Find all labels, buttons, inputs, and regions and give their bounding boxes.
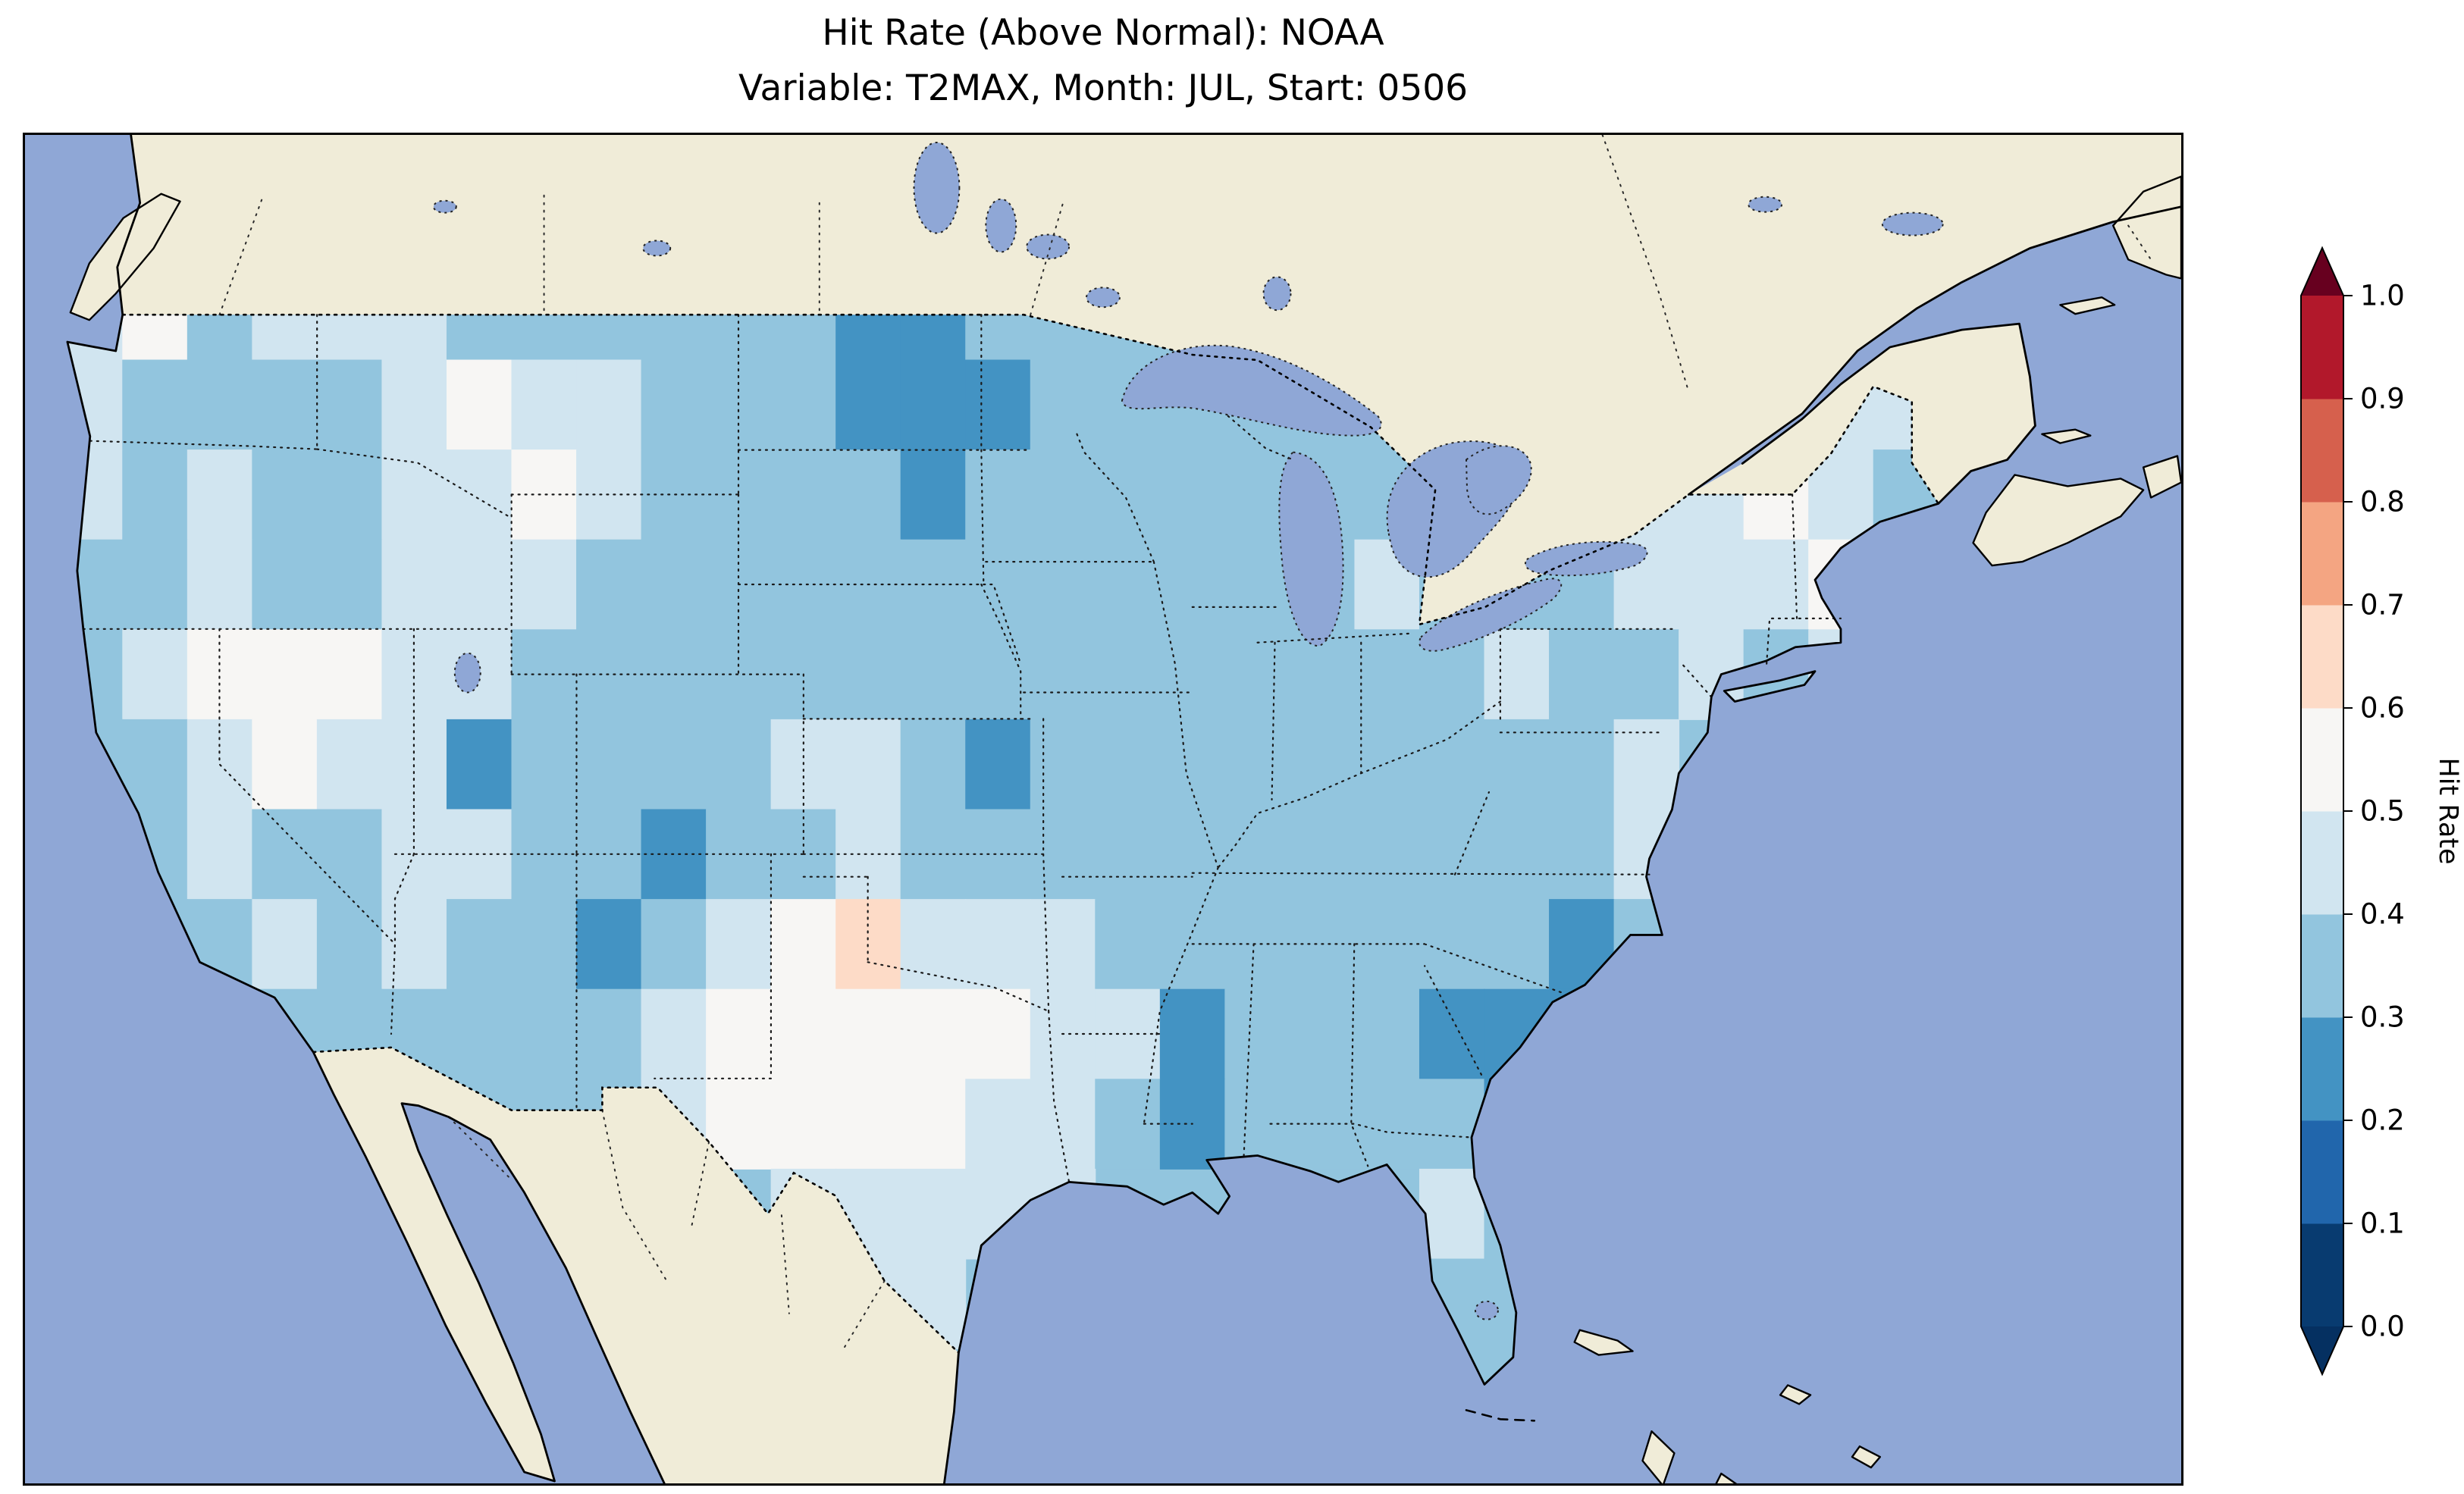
lake-okeechobee [1474,1300,1499,1320]
great-lakes [432,141,1944,1320]
lake-michigan [1278,451,1344,647]
colorbar-bands [2301,296,2343,1327]
svg-text:0.2: 0.2 [2360,1104,2405,1137]
svg-text:1.0: 1.0 [2360,280,2405,312]
svg-text:0.1: 0.1 [2360,1207,2405,1240]
svg-text:0.8: 0.8 [2360,486,2405,518]
chart-title: Hit Rate (Above Normal): NOAA [822,12,1384,54]
prince-edward-island [2041,428,2092,444]
florida-keys-dashes [1465,1409,1536,1422]
anticosti-island [2059,296,2116,315]
bahamas-islands [1573,1329,1882,1483]
colorbar-svg: 0.0 0.1 0.2 0.3 0.4 0.5 0.6 0.7 0.8 0.9 1.0 Hit Ra… [2300,246,2463,1377]
svg-text:0.6: 0.6 [2360,692,2405,725]
great-salt-lake [453,652,481,694]
newfoundland-landmass [2111,175,2181,280]
colorbar-ticks: 0.0 0.1 0.2 0.3 0.4 0.5 0.6 0.7 0.8 0.9 1.0 [2343,280,2405,1343]
us-map [25,135,2181,1483]
colorbar-over-arrow [2301,248,2343,296]
svg-text:0.5: 0.5 [2360,795,2405,828]
national-borders [121,313,1939,1354]
coastlines [66,135,2181,1483]
mexico-landmass [313,1047,959,1483]
atlantic-canada-landmass [1688,324,2036,504]
svg-text:0.3: 0.3 [2360,1001,2405,1034]
svg-text:0.4: 0.4 [2360,898,2405,931]
province-borders [218,135,2152,1352]
canadian-lakes [432,141,1944,312]
cape-breton-island [2142,455,2181,499]
colorbar: 0.0 0.1 0.2 0.3 0.4 0.5 0.6 0.7 0.8 0.9 1.0 Hit Ra… [2199,0,2464,1494]
colorbar-under-arrow [2301,1326,2343,1374]
map-axes [23,133,2183,1486]
colorbar-label: Hit Rate [2433,757,2463,864]
lake-erie [1419,578,1563,652]
svg-text:0.9: 0.9 [2360,383,2405,415]
chart-subtitle: Variable: T2MAX, Month: JUL, Start: 0506 [738,67,1469,109]
svg-text:0.7: 0.7 [2360,589,2405,622]
foreign-landmasses [69,135,2181,1483]
state-borders [82,314,1842,1183]
figure-title-block: Hit Rate (Above Normal): NOAA Variable: … [23,6,2183,117]
lake-superior [1121,344,1382,437]
georgian-bay [1465,445,1532,515]
vancouver-island [69,193,181,321]
canada-landmass [117,135,2181,625]
nova-scotia-island [1972,474,2145,567]
svg-text:0.0: 0.0 [2360,1311,2405,1343]
lake-ontario [1524,540,1648,577]
